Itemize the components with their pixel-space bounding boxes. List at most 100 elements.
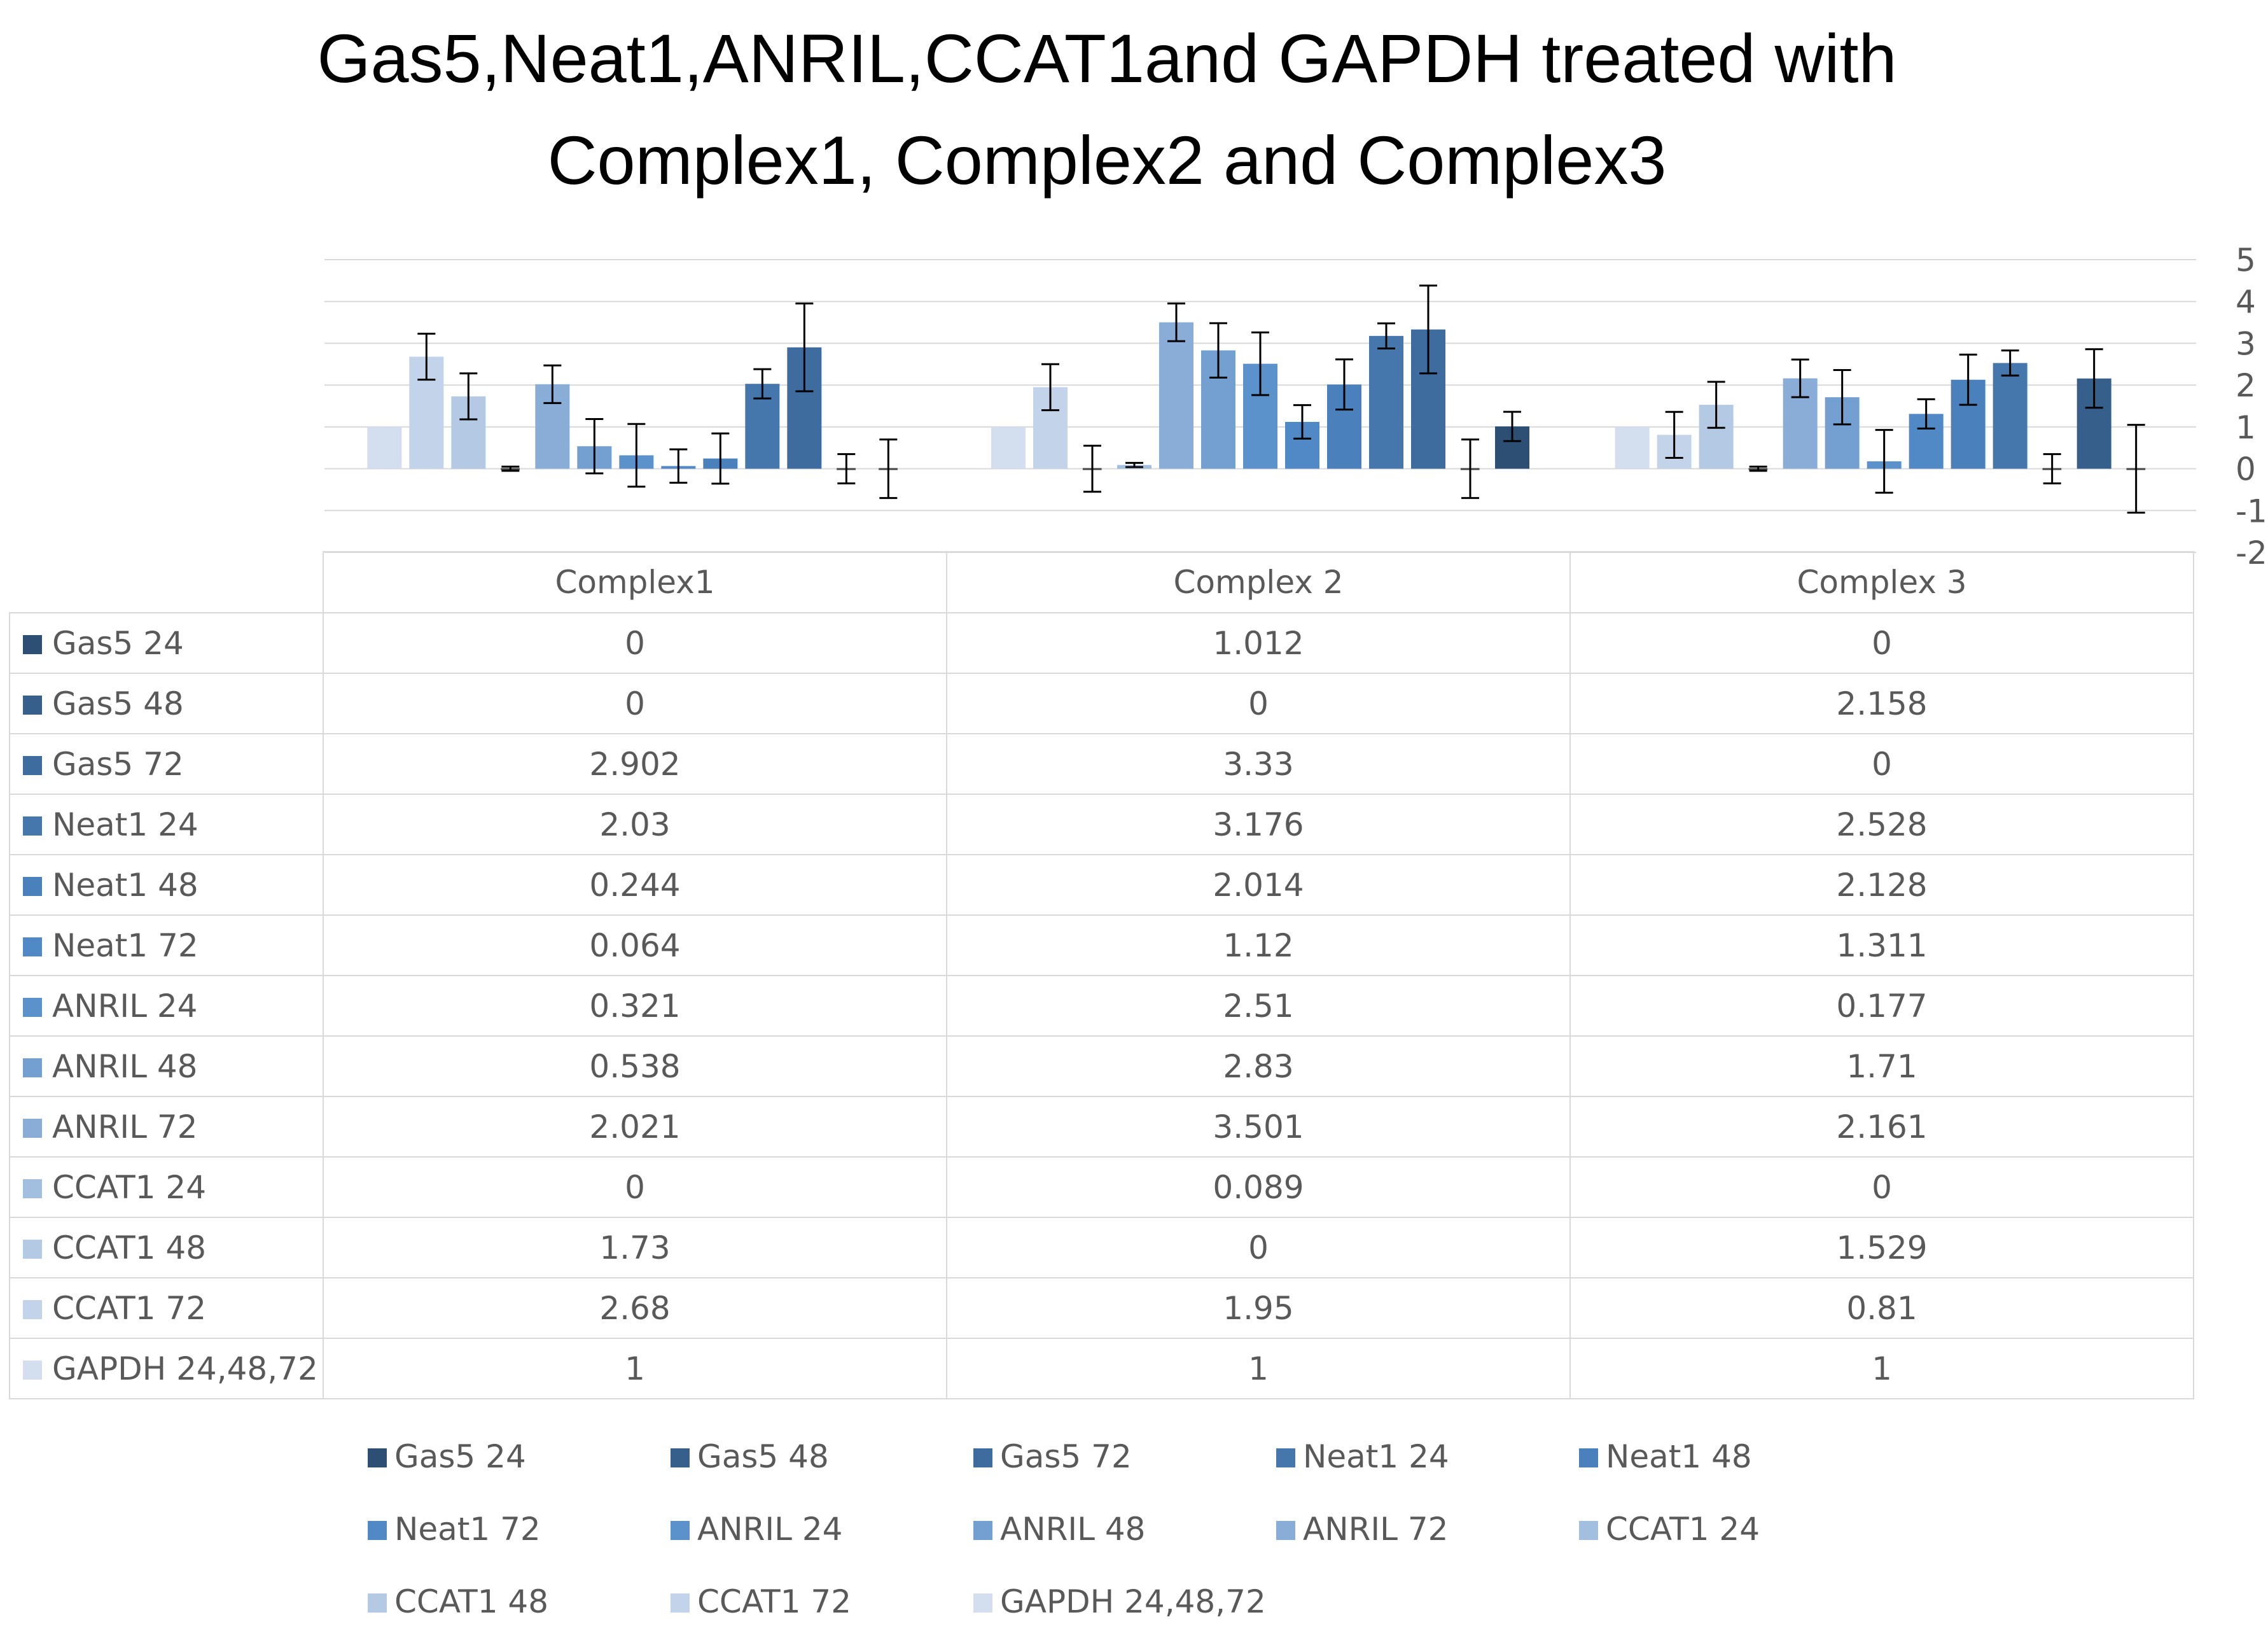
data-table-cell: 0.81 [1569,1277,2194,1339]
data-table-cell: 1.71 [1569,1035,2194,1097]
row-series-name: ANRIL 24 [9,975,324,1037]
series-name: CCAT1 24 [52,1168,207,1206]
data-table: Complex1 Complex 2 Complex 3 Gas5 24 0 1.0… [9,551,2194,1399]
data-table-cell: 2.021 [323,1096,947,1158]
data-table-row: CCAT1 24 0 0.089 0 [9,1156,2194,1218]
series-color-key [23,997,42,1017]
data-table-row: Neat1 48 0.244 2.014 2.128 [9,854,2194,916]
legend-label: Neat1 72 [394,1511,541,1548]
legend-color-key [368,1593,387,1613]
series-color-key [23,634,42,654]
row-series-name: CCAT1 24 [9,1156,324,1218]
data-table-row: Gas5 48 0 0 2.158 [9,673,2194,734]
series-name: GAPDH 24,48,72 [52,1350,318,1387]
legend-item: CCAT1 24 [1579,1511,1760,1548]
series-name: Gas5 24 [52,624,184,662]
row-series-name: Neat1 24 [9,794,324,855]
data-table-cell: 0 [323,1156,947,1218]
legend-item: GAPDH 24,48,72 [973,1583,1266,1620]
data-table-cell: 1 [1569,1338,2194,1399]
data-table-cell: 2.014 [946,854,1571,916]
data-table-cell: 0.538 [323,1035,947,1097]
category-header: Complex 2 [946,551,1571,613]
legend-label: Neat1 48 [1606,1438,1752,1475]
series-color-key [23,1179,42,1198]
series-color-key [23,755,42,775]
row-series-name: Gas5 48 [9,673,324,734]
y-tick-label: 2 [2236,367,2256,404]
legend-color-key [1579,1521,1598,1540]
data-table-row: Neat1 24 2.03 3.176 2.528 [9,794,2194,855]
data-table-cell: 0.244 [323,854,947,916]
data-table-cell: 0.064 [323,914,947,976]
row-series-name: Neat1 72 [9,914,324,976]
data-table-cell: 2.158 [1569,673,2194,734]
series-name: Neat1 24 [52,806,198,843]
legend-label: ANRIL 72 [1303,1511,1449,1548]
row-series-name: GAPDH 24,48,72 [9,1338,324,1399]
data-table-cell: 1.73 [323,1217,947,1278]
data-table-row: Gas5 72 2.902 3.33 0 [9,733,2194,795]
data-table-cell: 0 [946,1217,1571,1278]
data-table-cell: 2.51 [946,975,1571,1037]
series-name: CCAT1 72 [52,1289,207,1327]
row-series-name: CCAT1 48 [9,1217,324,1278]
series-color-key [23,816,42,836]
legend-item: Gas5 72 [973,1438,1132,1475]
data-table-cell: 3.176 [946,794,1571,855]
data-table-cell: 2.128 [1569,854,2194,916]
data-table-header-row: Complex1 Complex 2 Complex 3 [10,551,2194,613]
bar [1159,322,1193,469]
data-table-cell: 1.012 [946,612,1571,674]
data-table-row: CCAT1 72 2.68 1.95 0.81 [9,1277,2194,1339]
legend-item: Neat1 72 [368,1511,541,1548]
data-table-row: ANRIL 72 2.021 3.501 2.161 [9,1096,2194,1158]
data-table-cell: 0 [1569,612,2194,674]
series-name: ANRIL 72 [52,1108,198,1145]
chart-title: Gas5,Neat1,ANRIL,CCAT1and GAPDH treated … [0,8,2214,211]
data-table-cell: 0 [1569,733,2194,795]
data-table-cell: 1 [946,1338,1571,1399]
legend-item: CCAT1 48 [368,1583,548,1620]
bar [1993,363,2028,469]
data-table-cell: 0.177 [1569,975,2194,1037]
series-color-key [23,695,42,715]
data-table-cell: 2.83 [946,1035,1571,1097]
y-tick-label: 0 [2236,451,2256,488]
data-table-cell: 0.089 [946,1156,1571,1218]
row-series-name: CCAT1 72 [9,1277,324,1339]
legend-label: CCAT1 48 [394,1583,549,1620]
bar [991,426,1026,469]
y-tick-label: 5 [2236,242,2256,279]
legend-color-key [973,1593,992,1613]
legend-item: Neat1 24 [1276,1438,1449,1475]
legend-color-key [368,1448,387,1467]
data-table-cell: 0 [323,612,947,674]
series-name: CCAT1 48 [52,1229,207,1266]
row-series-name: Gas5 24 [9,612,324,674]
series-color-key [23,1360,42,1380]
data-table-cell: 3.33 [946,733,1571,795]
data-table-cell: 1 [323,1338,947,1399]
legend-item: Neat1 48 [1579,1438,1752,1475]
legend-label: Neat1 24 [1303,1438,1449,1475]
chart-title-line-2: Complex1, Complex2 and Complex3 [547,122,1667,199]
series-name: ANRIL 24 [52,987,198,1025]
legend-item: ANRIL 48 [973,1511,1145,1548]
data-table-row: GAPDH 24,48,72 1 1 1 [9,1338,2194,1399]
legend-item: Gas5 48 [671,1438,829,1475]
series-name: ANRIL 48 [52,1047,198,1085]
series-name: Gas5 72 [52,745,184,783]
y-tick-label: -1 [2236,493,2267,529]
data-table-cell: 2.902 [323,733,947,795]
data-table-cell: 0 [1569,1156,2194,1218]
data-table-cell: 3.501 [946,1096,1571,1158]
series-name: Gas5 48 [52,685,184,722]
series-color-key [23,1058,42,1077]
y-tick-label: 4 [2236,284,2256,321]
legend-label: ANRIL 24 [697,1511,843,1548]
bar [1615,426,1650,469]
data-table-row: ANRIL 48 0.538 2.83 1.71 [9,1035,2194,1097]
data-table-cell: 2.161 [1569,1096,2194,1158]
series-color-key [23,1118,42,1138]
